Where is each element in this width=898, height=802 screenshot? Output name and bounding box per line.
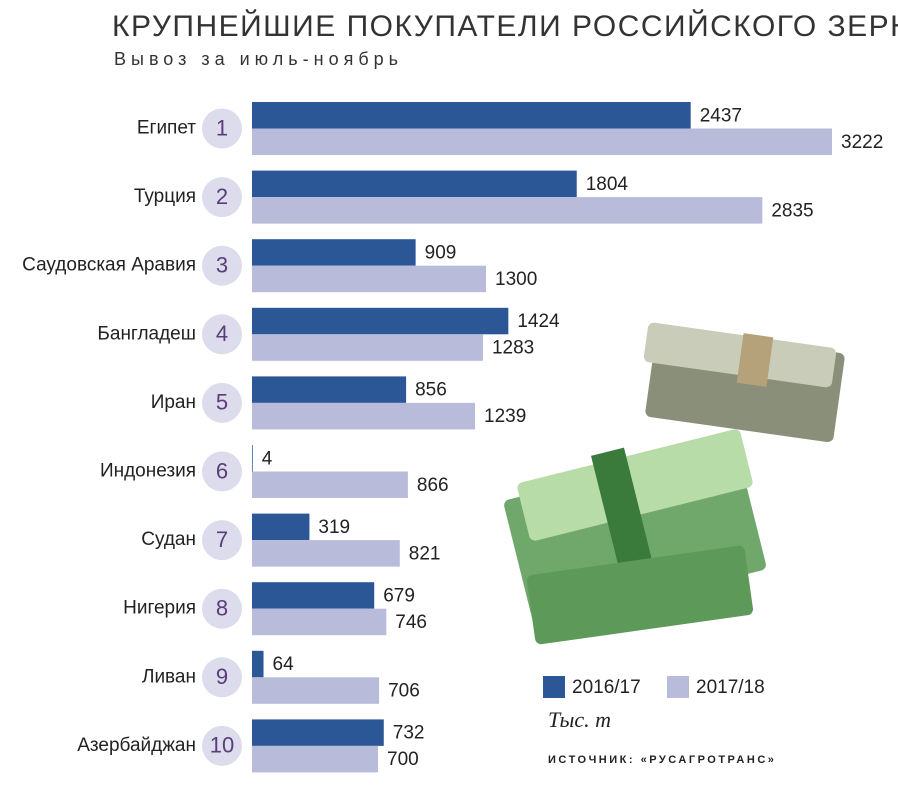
rank-label: 7	[216, 527, 228, 552]
bar	[252, 719, 384, 746]
category-label: Судан	[141, 529, 196, 550]
bar	[252, 265, 487, 293]
rank-badge	[202, 451, 242, 492]
bar	[252, 170, 577, 198]
bar	[252, 376, 407, 403]
value-label: 1804	[586, 174, 629, 195]
bar	[252, 102, 691, 129]
rank-badge	[202, 520, 242, 561]
money-illustration	[504, 322, 845, 645]
value-label: 700	[387, 749, 419, 770]
value-label: 319	[318, 517, 350, 538]
rank-label: 5	[216, 390, 228, 415]
value-label: 4	[262, 448, 273, 469]
value-label: 856	[415, 380, 447, 401]
value-label: 3222	[841, 132, 883, 153]
value-label: 2437	[700, 105, 742, 126]
value-label: 746	[395, 612, 427, 633]
value-label: 866	[417, 475, 449, 496]
value-label: 679	[383, 585, 415, 606]
bar	[252, 445, 253, 472]
rank-badge	[202, 245, 242, 286]
rank-label: 8	[216, 596, 228, 621]
rank-label: 6	[216, 458, 228, 483]
rank-badge	[202, 382, 242, 423]
bar	[252, 677, 380, 704]
value-label: 821	[409, 543, 441, 564]
bar	[252, 307, 509, 335]
value-label: 2835	[771, 200, 813, 221]
bar	[252, 608, 387, 636]
category-label: Нигерия	[123, 598, 196, 619]
chart-subtitle: Вывоз за июль-ноябрь	[114, 49, 403, 69]
bar	[252, 513, 310, 541]
legend-swatch	[667, 676, 689, 698]
bar	[252, 402, 476, 430]
rank-badge	[202, 725, 242, 766]
bar	[252, 745, 379, 773]
rank-badge	[202, 177, 242, 218]
rank-label: 4	[216, 321, 228, 346]
rank-label: 2	[216, 184, 228, 209]
rank-badge	[202, 314, 242, 355]
category-label: Саудовская Аравия	[22, 255, 196, 276]
value-label: 1424	[517, 311, 560, 332]
chart-title: КРУПНЕЙШИЕ ПОКУПАТЕЛИ РОССИЙСКОГО ЗЕРНА	[112, 9, 898, 43]
category-label: Индонезия	[100, 461, 196, 482]
value-label: 706	[388, 681, 420, 702]
legend-swatch	[543, 676, 565, 698]
category-label: Египет	[137, 118, 196, 139]
rank-badge	[202, 108, 242, 149]
rank-badge	[202, 657, 242, 698]
bar	[252, 471, 408, 498]
legend-label: 2016/17	[572, 677, 641, 698]
category-label: Иран	[151, 392, 196, 413]
value-label: 909	[425, 242, 457, 263]
category-label: Ливан	[142, 666, 196, 687]
unit-note: Тыс. т	[548, 707, 611, 732]
rank-label: 3	[216, 253, 228, 278]
legend-label: 2017/18	[696, 677, 765, 698]
source: ИСТОЧНИК: «РУСАГРОТРАНС»	[548, 754, 776, 766]
bar	[252, 582, 375, 609]
category-label: Турция	[134, 186, 196, 207]
value-label: 1300	[495, 269, 537, 290]
bar	[252, 239, 416, 266]
category-label: Азербайджан	[77, 735, 196, 756]
bar	[252, 540, 400, 567]
value-label: 1239	[484, 406, 526, 427]
rank-badge	[202, 588, 242, 629]
value-label: 1283	[492, 338, 534, 359]
rank-label: 1	[216, 115, 228, 140]
bar	[252, 334, 483, 361]
rank-label: 10	[210, 733, 234, 758]
bar	[252, 128, 832, 155]
value-label: 64	[273, 654, 295, 675]
value-label: 732	[393, 723, 425, 744]
bar	[252, 650, 264, 678]
rank-label: 9	[216, 664, 228, 689]
bar	[252, 197, 763, 224]
category-label: Бангладеш	[97, 323, 196, 344]
